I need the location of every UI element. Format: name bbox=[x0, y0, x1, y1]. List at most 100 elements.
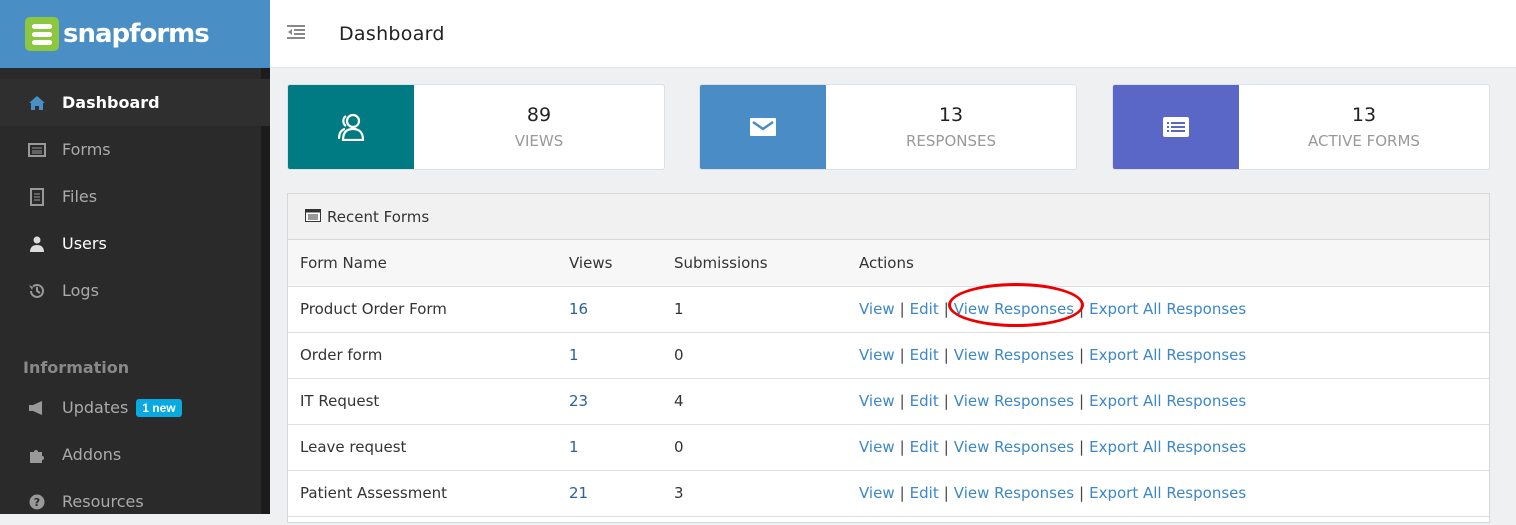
snapforms-logo-icon bbox=[25, 17, 59, 51]
list-icon bbox=[1113, 85, 1239, 169]
stat-card-views: 89 VIEWS bbox=[287, 84, 665, 170]
view-link[interactable]: View bbox=[859, 300, 895, 318]
sidebar-item-files[interactable]: Files bbox=[0, 173, 270, 220]
sidebar-item-forms[interactable]: Forms bbox=[0, 126, 270, 173]
submissions-cell: 0 bbox=[674, 424, 859, 471]
page-title: Dashboard bbox=[339, 22, 445, 45]
view-responses-link[interactable]: View Responses bbox=[953, 346, 1075, 364]
views-cell: 1 bbox=[569, 424, 674, 471]
views-cell: 16 bbox=[569, 286, 674, 333]
separator: | bbox=[899, 438, 905, 456]
separator: | bbox=[899, 346, 905, 364]
brand-name: snapforms bbox=[63, 19, 210, 49]
sidebar-item-label: Updates bbox=[62, 398, 129, 417]
forms-icon bbox=[305, 208, 321, 226]
sidebar-item-label: Files bbox=[62, 187, 98, 206]
column-header-views: Views bbox=[569, 240, 674, 287]
table-row: Product Order Form 16 1 View | Edit | View R… bbox=[288, 286, 1489, 333]
sidebar-item-label: Forms bbox=[62, 140, 111, 159]
separator: | bbox=[1079, 346, 1085, 364]
envelope-icon bbox=[700, 85, 826, 169]
edit-link[interactable]: Edit bbox=[909, 392, 939, 410]
actions-cell: View | Edit | View Responses | Export All Resp… bbox=[859, 378, 1489, 425]
history-icon bbox=[28, 282, 46, 300]
actions-cell: View | Edit | View Responses | Export All Resp… bbox=[859, 424, 1489, 471]
separator: | bbox=[1079, 438, 1085, 456]
column-header-submissions: Submissions bbox=[674, 240, 859, 287]
views-count: 89 bbox=[526, 104, 552, 126]
view-responses-link[interactable]: View Responses bbox=[953, 438, 1075, 456]
recent-forms-panel: Recent Forms Form Name Views Submissions… bbox=[287, 193, 1490, 523]
sidebar: snapforms Dashboard Forms Files Users Lo… bbox=[0, 0, 270, 514]
forms-icon bbox=[28, 141, 46, 159]
section-information: Information bbox=[23, 358, 130, 377]
table-row: Patient Assessment 21 3 View | Edit | View R… bbox=[288, 470, 1489, 517]
responses-count: 13 bbox=[938, 104, 964, 126]
sidebar-item-label: Users bbox=[62, 234, 107, 253]
submissions-cell: 1 bbox=[674, 286, 859, 333]
edit-link[interactable]: Edit bbox=[909, 346, 939, 364]
top-header: Dashboard bbox=[270, 0, 1516, 68]
separator: | bbox=[943, 484, 949, 502]
export-all-responses-link[interactable]: Export All Responses bbox=[1089, 392, 1247, 410]
view-responses-link[interactable]: View Responses bbox=[953, 300, 1075, 318]
logo[interactable]: snapforms bbox=[0, 0, 270, 68]
view-responses-link[interactable]: View Responses bbox=[953, 484, 1075, 502]
sidebar-item-addons[interactable]: Addons bbox=[0, 431, 270, 478]
column-header-form-name: Form Name bbox=[288, 240, 569, 287]
separator: | bbox=[1079, 392, 1085, 410]
views-cell: 1 bbox=[569, 332, 674, 379]
megaphone-icon bbox=[28, 399, 46, 417]
export-all-responses-link[interactable]: Export All Responses bbox=[1089, 484, 1247, 502]
file-icon bbox=[28, 187, 46, 206]
separator: | bbox=[899, 484, 905, 502]
edit-link[interactable]: Edit bbox=[909, 484, 939, 502]
submissions-cell: 0 bbox=[674, 332, 859, 379]
sidebar-item-updates[interactable]: Updates 1 new bbox=[0, 384, 270, 431]
separator: | bbox=[899, 392, 905, 410]
separator: | bbox=[943, 438, 949, 456]
users-icon bbox=[288, 85, 414, 169]
view-link[interactable]: View bbox=[859, 484, 895, 502]
sidebar-toggle-icon[interactable] bbox=[287, 24, 307, 43]
svg-text:?: ? bbox=[34, 496, 40, 509]
active-forms-count: 13 bbox=[1351, 104, 1377, 126]
edit-link[interactable]: Edit bbox=[909, 438, 939, 456]
sidebar-item-label: Dashboard bbox=[62, 93, 160, 112]
view-link[interactable]: View bbox=[859, 346, 895, 364]
sidebar-item-logs[interactable]: Logs bbox=[0, 267, 270, 314]
new-badge: 1 new bbox=[136, 398, 182, 417]
separator: | bbox=[943, 346, 949, 364]
view-responses-link[interactable]: View Responses bbox=[953, 392, 1075, 410]
submissions-cell: 3 bbox=[674, 470, 859, 517]
sidebar-edge bbox=[261, 68, 270, 514]
table-row: IT Request 23 4 View | Edit | View Responses… bbox=[288, 378, 1489, 425]
sidebar-item-label: Resources bbox=[62, 492, 144, 511]
table-row: Order form 1 0 View | Edit | View Responses |… bbox=[288, 332, 1489, 379]
question-icon: ? bbox=[28, 493, 46, 511]
form-name: Patient Assessment bbox=[288, 470, 569, 517]
view-link[interactable]: View bbox=[859, 392, 895, 410]
user-icon bbox=[28, 235, 46, 253]
separator: | bbox=[1079, 300, 1085, 318]
export-all-responses-link[interactable]: Export All Responses bbox=[1089, 346, 1247, 364]
separator: | bbox=[1079, 484, 1085, 502]
sidebar-item-resources[interactable]: ? Resources bbox=[0, 478, 270, 525]
home-icon bbox=[28, 94, 46, 112]
separator: | bbox=[943, 392, 949, 410]
edit-link[interactable]: Edit bbox=[909, 300, 939, 318]
export-all-responses-link[interactable]: Export All Responses bbox=[1089, 300, 1247, 318]
views-label: VIEWS bbox=[514, 132, 564, 150]
table-row: Leave request 1 0 View | Edit | View Respons… bbox=[288, 424, 1489, 471]
sidebar-item-dashboard[interactable]: Dashboard bbox=[0, 79, 270, 126]
form-name: IT Request bbox=[288, 378, 569, 425]
recent-forms-table: Form Name Views Submissions Actions Prod… bbox=[288, 240, 1489, 517]
form-name: Leave request bbox=[288, 424, 569, 471]
export-all-responses-link[interactable]: Export All Responses bbox=[1089, 438, 1247, 456]
sidebar-item-users[interactable]: Users bbox=[0, 220, 270, 267]
form-name: Product Order Form bbox=[288, 286, 569, 333]
actions-cell: View | Edit | View Responses | Export All Resp… bbox=[859, 332, 1489, 379]
submissions-cell: 4 bbox=[674, 378, 859, 425]
view-link[interactable]: View bbox=[859, 438, 895, 456]
views-cell: 21 bbox=[569, 470, 674, 517]
